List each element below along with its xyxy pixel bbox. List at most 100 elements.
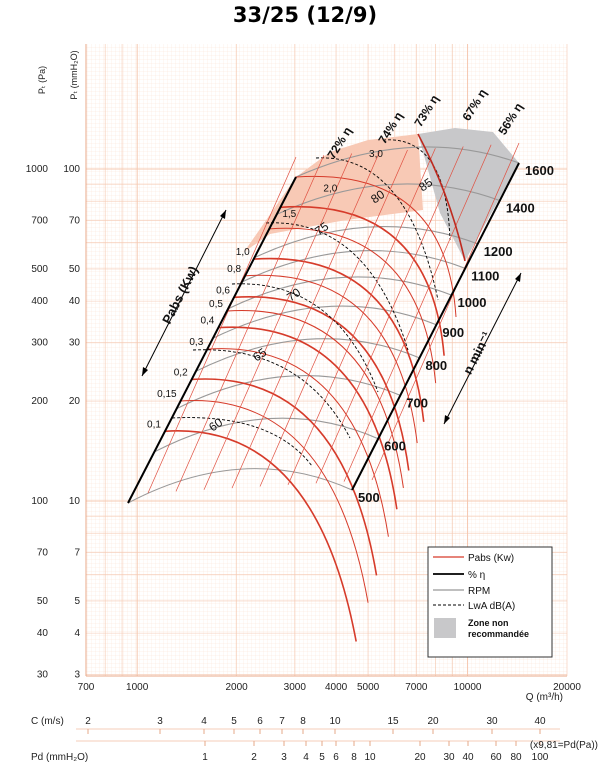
efficiency-boundary [417,133,466,262]
rpm-labels: 500 600 700 800 900 1000 1100 1200 1400 1600 [358,163,554,505]
efficiency-ray [371,142,520,481]
y-tick-label-pa: 1000 [26,164,49,175]
power-curve [180,400,369,603]
y-tick-label-pa: 30 [37,670,49,681]
power-curve [218,326,398,510]
y-tick-label-mm: 20 [69,396,81,407]
y-tick-label-pa: 50 [37,596,49,607]
power-axis-line [127,176,297,504]
x-tick-label: 10000 [454,682,482,693]
rpm-curve [195,338,420,372]
power-label: 3,0 [369,149,383,160]
power-label: 0,1 [147,419,161,430]
x-tick-label: 4000 [325,682,348,693]
power-curve [295,175,457,318]
rpm-label: 1100 [471,268,499,283]
rpm-label: 1400 [506,201,535,216]
c-axis-tick-label: 6 [257,716,263,727]
noise-curve [171,417,313,467]
rpm-curve [254,225,478,259]
y-tick-label-mm: 5 [74,596,80,607]
rpm-label: 700 [406,395,428,410]
y-tick-label-mm: 4 [74,628,80,639]
power-label: 0,3 [189,337,203,348]
y-tick-label-mm: 7 [74,547,80,558]
power-labels: 0,1 0,15 0,2 0,3 0,4 0,5 0,6 0,8 1,0 1,5 2,0 3,0 [147,149,383,430]
rpm-arrow [443,272,522,425]
chart-title: 33/25 (12/9) [233,3,377,27]
efficiency-ray [203,153,353,490]
rpm-curve [276,183,501,215]
pd-axis-tick-label: 10 [364,752,376,763]
c-axis-tick-label: 7 [279,716,285,727]
rpm-label: 1000 [458,295,487,310]
pd-axis-tick-label: 1 [202,752,208,763]
power-curve [164,430,357,642]
pd-axis-tick-label: 2 [251,752,257,763]
rpm-curve [154,417,379,453]
pd-axis-tick-label: 8 [351,752,357,763]
x-ticks: 700 1000 2000 3000 4000 5000 7000 10000 20000 [78,682,582,693]
pd-axis-tick-label: 80 [510,752,522,763]
pd-axis-ticks: 1 2 3 4 5 6 8 10 20 30 40 60 80 100 [202,741,549,763]
power-curve [280,205,445,356]
pd-axis-tick-label: 4 [303,752,309,763]
c-axis-tick-label: 4 [201,716,207,727]
legend-power: Pabs (Kw) [468,553,514,564]
c-axis-tick-label: 5 [231,716,237,727]
rpm-curves [127,146,520,504]
c-axis-label: C (m/s) [31,716,64,727]
power-label: 1,0 [236,247,250,258]
y-tick-label-pa: 700 [31,215,48,226]
y-tick-label-pa: 70 [37,547,49,558]
efficiency-ray [147,156,297,494]
rpm-label: 900 [442,325,464,340]
y-axis-label-mm: Pₜ (mmH₂O) [69,50,79,99]
x-axis-label: Q (m³/h) [526,692,563,703]
y-tick-label-mm: 40 [69,296,81,307]
pd-axis-tick-label: 20 [414,752,426,763]
rpm-curve [127,468,353,504]
efficiency-ray [175,155,325,492]
efficiency-ray [343,144,492,482]
rpm-axis-line [351,162,520,491]
power-curve [233,296,410,471]
y-tick-label-mm: 100 [63,164,80,175]
c-axis-tick-label: 2 [85,716,91,727]
noise-curve [231,283,379,393]
y-tick-label-mm: 30 [69,338,81,349]
efficiency-ray [259,149,408,487]
rpm-label: 500 [358,490,380,505]
power-label: 0,15 [157,389,177,400]
y-tick-label-pa: 400 [31,296,48,307]
noise-curve [315,157,439,301]
c-axis-tick-label: 40 [534,716,546,727]
x-tick-label: 700 [78,682,95,693]
power-curve [226,309,404,489]
pd-axis-tick-label: 3 [281,752,287,763]
pd-axis-tick-label: 40 [462,752,474,763]
efficiency-ray [315,146,464,484]
power-label: 0,5 [209,299,223,310]
y-ticks-pa: 30 40 50 70 100 200 300 400 500 700 1000 [26,164,49,681]
y-tick-label-pa: 100 [31,496,48,507]
y-tick-label-pa: 40 [37,628,49,639]
rpm-curve [295,146,520,178]
power-label: 2,0 [323,183,337,194]
rpm-label: 800 [425,358,447,373]
power-label: 0,4 [200,316,214,327]
pd-axis-label: Pd (mmH₂O) [31,752,88,763]
pd-axis-tick-label: 5 [319,752,325,763]
y-tick-label-pa: 200 [31,396,48,407]
power-arrow [141,209,227,377]
y-tick-label-mm: 70 [69,215,81,226]
legend-noise: LwA dB(A) [468,601,515,612]
legend-not-recommended: Zone non recommandée [468,618,529,639]
pd-axis-tick-label: 30 [443,752,455,763]
pd-axis-note: (x9,81=Pd(Pa)) [530,740,598,751]
optimal-efficiency-zone [244,134,423,252]
power-label: 0,2 [174,367,188,378]
noise-curve [265,222,409,351]
y-tick-label-mm: 50 [69,264,81,275]
